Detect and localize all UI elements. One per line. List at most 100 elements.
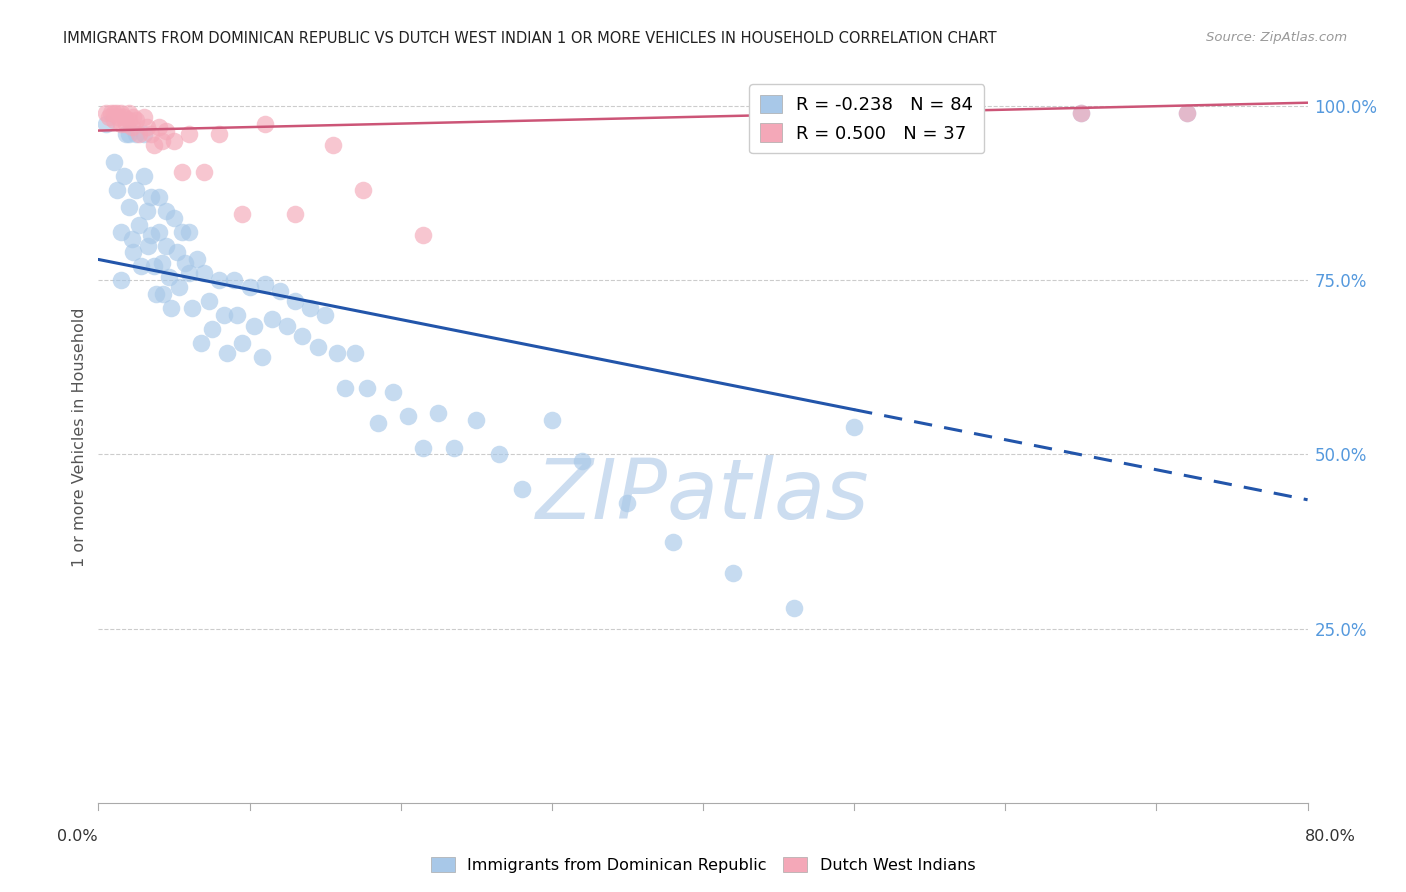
Point: [150, 256, 173, 270]
Point: [186, 252, 208, 267]
Point: [262, 311, 284, 326]
Point: [110, 225, 132, 239]
Point: [231, 336, 253, 351]
Text: Source: ZipAtlas.com: Source: ZipAtlas.com: [1206, 31, 1347, 45]
Text: 0.0%: 0.0%: [58, 830, 97, 844]
Point: [132, 127, 155, 141]
Point: [465, 412, 488, 426]
Point: [105, 106, 128, 120]
Point: [179, 127, 201, 141]
Point: [163, 211, 186, 225]
Point: [1070, 106, 1092, 120]
Point: [844, 419, 866, 434]
Point: [243, 318, 266, 333]
Point: [141, 127, 163, 141]
Point: [100, 106, 122, 120]
Point: [129, 260, 152, 274]
Point: [571, 454, 593, 468]
Text: IMMIGRANTS FROM DOMINICAN REPUBLIC VS DUTCH WEST INDIAN 1 OR MORE VEHICLES IN HO: IMMIGRANTS FROM DOMINICAN REPUBLIC VS DU…: [63, 31, 997, 46]
Point: [128, 127, 150, 141]
Point: [141, 190, 163, 204]
Point: [181, 301, 204, 316]
Y-axis label: 1 or more Vehicles in Household: 1 or more Vehicles in Household: [72, 308, 87, 566]
Point: [125, 183, 148, 197]
Point: [510, 483, 533, 497]
Point: [118, 113, 141, 128]
Point: [412, 228, 434, 243]
Point: [201, 322, 224, 336]
Point: [253, 277, 276, 291]
Point: [114, 117, 136, 131]
Point: [1175, 106, 1198, 120]
Point: [443, 441, 465, 455]
Point: [352, 183, 374, 197]
Point: [412, 441, 434, 455]
Point: [114, 127, 136, 141]
Point: [155, 203, 177, 218]
Point: [215, 346, 238, 360]
Point: [326, 346, 349, 360]
Point: [333, 381, 356, 395]
Point: [167, 280, 190, 294]
Point: [488, 448, 510, 462]
Point: [226, 308, 249, 322]
Point: [382, 384, 405, 399]
Point: [148, 120, 170, 134]
Point: [250, 350, 273, 364]
Point: [143, 137, 166, 152]
Point: [155, 123, 177, 137]
Point: [143, 260, 166, 274]
Point: [152, 287, 174, 301]
Point: [94, 117, 117, 131]
Point: [118, 106, 141, 120]
Text: 80.0%: 80.0%: [1305, 830, 1355, 844]
Point: [112, 110, 135, 124]
Legend: Immigrants from Dominican Republic, Dutch West Indians: Immigrants from Dominican Republic, Dutc…: [425, 851, 981, 880]
Point: [125, 113, 148, 128]
Point: [159, 269, 181, 284]
Point: [322, 137, 344, 152]
Point: [1070, 106, 1092, 120]
Point: [284, 207, 307, 221]
Point: [122, 110, 145, 124]
Point: [112, 169, 135, 183]
Point: [107, 110, 129, 124]
Point: [179, 266, 201, 280]
Point: [170, 165, 193, 179]
Point: [132, 169, 155, 183]
Point: [145, 287, 167, 301]
Point: [314, 308, 336, 322]
Point: [110, 106, 132, 120]
Point: [276, 318, 298, 333]
Point: [197, 294, 219, 309]
Point: [118, 200, 141, 214]
Point: [136, 238, 159, 252]
Point: [284, 294, 307, 309]
Point: [141, 228, 163, 243]
Point: [179, 225, 201, 239]
Point: [103, 106, 125, 120]
Point: [98, 110, 121, 124]
Point: [110, 117, 132, 131]
Point: [121, 120, 143, 134]
Point: [103, 155, 125, 169]
Point: [783, 600, 806, 615]
Point: [132, 110, 155, 124]
Point: [118, 127, 141, 141]
Point: [208, 273, 231, 287]
Point: [299, 301, 322, 316]
Point: [661, 534, 683, 549]
Point: [224, 273, 246, 287]
Point: [1175, 106, 1198, 120]
Point: [396, 409, 419, 424]
Point: [540, 412, 562, 426]
Point: [190, 336, 212, 351]
Point: [291, 329, 314, 343]
Point: [103, 113, 125, 128]
Point: [269, 284, 291, 298]
Point: [122, 245, 145, 260]
Text: ZIPatlas: ZIPatlas: [536, 455, 870, 536]
Point: [231, 207, 253, 221]
Point: [170, 225, 193, 239]
Point: [173, 256, 195, 270]
